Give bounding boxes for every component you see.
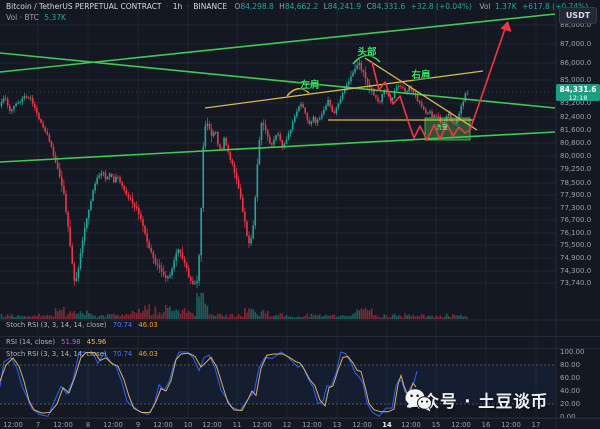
head-label: 头部 [357, 47, 377, 58]
vol-btc-row: Vol · BTC 5.37K [6, 13, 66, 22]
time-tick-label: 12:00 [451, 421, 471, 429]
time-tick-label: 12:00 [202, 421, 222, 429]
price-tick-label: 77,300.0 [560, 204, 592, 212]
price-tick-label: 80,800.0 [560, 139, 592, 147]
time-tick-label: 12:00 [153, 421, 173, 429]
time-tick-label: 12:00 [3, 421, 23, 429]
time-axis[interactable]: 12:00 7 12:00 8 12:00 9 12:00 10 12:00 11 12:00 12 1… [0, 418, 600, 429]
resistance-descending-line[interactable] [0, 52, 556, 109]
price-tick-label: 76,100.0 [560, 229, 592, 237]
time-tick-label: 12:00 [501, 421, 521, 429]
osc-tick-label: 80.00 [560, 361, 581, 369]
osc-tick-label: 0.00 [560, 413, 576, 421]
stoch-k-value: 70.74 [112, 321, 133, 329]
rsi-ma-value: 45.96 [86, 337, 107, 346]
indicator-row-stochrsi-1[interactable]: Stoch RSI (3, 3, 14, 14, close) 70.74 46… [6, 321, 158, 329]
high-value: 84,662.2 [284, 2, 319, 11]
price-tick-label: 76,700.0 [560, 216, 592, 224]
time-tick-label: 12 [282, 421, 292, 429]
time-tick-label: 9 [135, 421, 141, 429]
chart-header: Bitcoin / TetherUS PERPETUAL CONTRACT · … [6, 2, 589, 11]
price-axis[interactable]: 88,000.0 87,000.0 86,000.0 85,000.0 83,200.0… [556, 0, 600, 421]
time-tick-label: 16 [481, 421, 491, 429]
vol-btc-value: 5.37K [44, 13, 66, 22]
open-label: O [234, 2, 241, 11]
price-tick-label: 79,250.0 [560, 165, 592, 173]
time-tick-label: 12:00 [103, 421, 123, 429]
low-label: L [323, 2, 328, 11]
time-tick-label: 10 [183, 421, 193, 429]
projection-path[interactable] [371, 22, 508, 141]
price-tick-label: 77,900.0 [560, 191, 592, 199]
indicator-name[interactable]: RSI (14, close) [6, 337, 55, 346]
indicator-name[interactable]: Stoch RSI (3, 3, 14, 14, close) [6, 321, 107, 329]
price-tick-label: 81,600.0 [560, 126, 592, 134]
high-label: H [279, 2, 285, 11]
time-tick-label: 8 [85, 421, 91, 429]
vol-change: +617.8 (+0.74%) [522, 2, 589, 11]
price-tick-label: 75,500.0 [560, 241, 592, 249]
symbol-title[interactable]: Bitcoin / TetherUS PERPETUAL CONTRACT [6, 2, 162, 11]
price-tick-label: 82,400.0 [560, 113, 592, 121]
washout-box-label: 洗盘 [435, 124, 449, 132]
channel-bottom-line[interactable] [0, 131, 556, 163]
last-price-tag: 84,331.6 12:18 [556, 84, 600, 101]
bar-countdown: 12:18 [568, 93, 588, 102]
neckline-ascending[interactable] [204, 70, 484, 109]
time-tick-label: 12:00 [352, 421, 372, 429]
indicator-row-stochrsi-2[interactable]: Stoch RSI (3, 3, 14, 14, close) 70.74 46… [6, 350, 158, 358]
wechat-icon [405, 389, 432, 412]
osc-tick-label: 60.00 [560, 374, 581, 382]
last-price-value: 84,331.6 [559, 85, 597, 94]
watermark: 公众号 · 土豆谈币 [405, 388, 548, 412]
time-tick-label: 12:00 [53, 421, 73, 429]
left-shoulder-label: 左肩 [300, 80, 320, 91]
time-tick-label: 11 [232, 421, 242, 429]
rsi-value: 51.98 [61, 337, 81, 346]
indicator-name[interactable]: Stoch RSI (3, 3, 14, 14, close) [6, 349, 107, 358]
close-label: C [366, 2, 372, 11]
stoch-k-value: 70.74 [112, 349, 133, 358]
head-decline-line[interactable] [364, 57, 478, 131]
price-tick-label: 85,000.0 [560, 76, 592, 84]
vol-label: Vol [479, 2, 491, 11]
osc-tick-label: 40.00 [560, 387, 581, 395]
time-tick-label: 12:00 [302, 421, 322, 429]
price-tick-label: 80,000.0 [560, 152, 592, 160]
stoch-d-value: 46.03 [138, 321, 158, 329]
projection-arrowhead [500, 21, 512, 32]
change-value: +32.8 (+0.04%) [410, 2, 472, 11]
time-tick-label: 7 [35, 421, 41, 429]
interval-selector[interactable]: 1h [172, 2, 183, 11]
price-tick-label: 74,900.0 [560, 254, 592, 262]
close-value: 84,331.6 [371, 2, 406, 11]
time-tick-label: 15 [431, 421, 441, 429]
vol-value: 1.37K [495, 2, 517, 11]
osc-tick-label: 20.00 [560, 400, 581, 408]
currency-toggle-usdt[interactable]: USDT [559, 7, 597, 24]
price-tick-label: 87,000.0 [560, 40, 592, 48]
open-value: 84,298.8 [240, 2, 274, 11]
time-tick-label: 17 [531, 421, 541, 429]
price-tick-label: 88,000.0 [560, 21, 592, 29]
time-tick-label: 12:00 [252, 421, 272, 429]
vol-btc-label: Vol · BTC [6, 13, 39, 22]
price-tick-label: 73,740.0 [560, 279, 592, 287]
low-value: 84,241.9 [327, 2, 362, 11]
time-tick-label: 13 [332, 421, 342, 429]
exchange-label: BINANCE [193, 2, 228, 11]
time-tick-label: 12:00 [401, 421, 421, 429]
watermark-text: 公众号 · 土豆谈币 [405, 392, 549, 411]
price-tick-label: 86,000.0 [560, 59, 592, 67]
price-tick-label: 83,200.0 [560, 99, 592, 107]
price-tick-label: 74,300.0 [560, 267, 592, 275]
price-tick-label: 78,500.0 [560, 179, 592, 187]
right-shoulder-label: 右肩 [411, 70, 431, 81]
indicator-row-rsi[interactable]: RSI (14, close) 51.98 45.96 [6, 338, 106, 346]
time-tick-label: 14 [382, 421, 392, 429]
stoch-d-value: 46.03 [138, 349, 158, 358]
osc-tick-label: 100.00 [560, 348, 585, 356]
